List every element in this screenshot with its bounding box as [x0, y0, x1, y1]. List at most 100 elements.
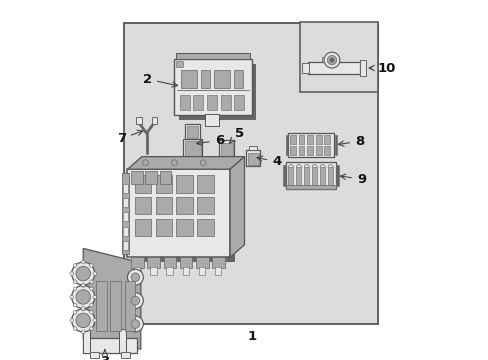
Bar [150, 267, 156, 275]
Bar [285, 135, 287, 155]
Bar [247, 153, 258, 165]
Circle shape [93, 295, 96, 299]
Bar [176, 219, 192, 236]
Bar [307, 62, 359, 74]
Bar [220, 143, 232, 159]
Circle shape [76, 290, 90, 304]
Bar [197, 197, 213, 214]
Circle shape [89, 264, 93, 267]
Circle shape [70, 295, 73, 299]
Bar [215, 267, 221, 275]
Bar [285, 162, 336, 189]
Bar [246, 150, 260, 166]
Bar [183, 139, 202, 162]
Bar [178, 64, 256, 120]
Bar [249, 146, 257, 150]
Circle shape [73, 310, 77, 314]
Bar [234, 95, 244, 110]
Bar [334, 135, 336, 155]
Bar [123, 23, 377, 324]
Text: 6: 6 [196, 134, 224, 147]
Circle shape [73, 280, 77, 284]
Circle shape [127, 316, 143, 332]
Circle shape [131, 273, 140, 282]
Bar [110, 281, 121, 331]
Bar [185, 124, 200, 139]
Bar [151, 117, 157, 124]
Bar [327, 167, 332, 187]
Bar [321, 57, 330, 62]
Circle shape [81, 307, 85, 310]
Bar [193, 95, 203, 110]
Circle shape [89, 310, 93, 314]
Circle shape [93, 319, 96, 322]
Bar [163, 257, 176, 268]
Bar [179, 257, 192, 268]
Bar [199, 267, 205, 275]
Bar [179, 95, 189, 110]
Bar [306, 146, 312, 155]
Bar [155, 219, 171, 236]
Bar [124, 281, 135, 331]
Bar [96, 281, 106, 331]
Bar [359, 60, 366, 76]
Bar [83, 329, 89, 353]
Bar [155, 197, 171, 214]
Circle shape [70, 319, 73, 322]
Circle shape [81, 283, 85, 287]
Text: 9: 9 [340, 172, 366, 186]
Circle shape [70, 272, 73, 275]
Bar [298, 146, 304, 155]
Bar [287, 133, 334, 157]
Text: 1: 1 [246, 330, 256, 343]
Bar [204, 114, 219, 126]
Circle shape [72, 309, 95, 332]
Text: 8: 8 [338, 135, 364, 148]
Bar [122, 227, 127, 236]
Bar [296, 167, 301, 187]
Text: 10: 10 [368, 62, 395, 75]
Polygon shape [230, 157, 244, 257]
Bar [298, 135, 304, 144]
Bar [122, 212, 127, 221]
Bar [121, 352, 130, 358]
Circle shape [76, 313, 90, 328]
Bar [176, 61, 183, 67]
Bar [136, 117, 141, 124]
Bar [233, 70, 242, 88]
Bar [131, 171, 142, 184]
Bar [131, 257, 143, 268]
Bar [283, 165, 285, 186]
Bar [90, 352, 99, 358]
Bar [221, 159, 232, 165]
Text: 3: 3 [100, 350, 109, 360]
Bar [213, 70, 230, 88]
Bar [166, 267, 172, 275]
Bar [132, 174, 235, 262]
Bar [187, 161, 197, 167]
Circle shape [329, 58, 333, 62]
Circle shape [72, 285, 95, 309]
Circle shape [73, 287, 77, 291]
Bar [176, 53, 249, 59]
Bar [127, 169, 230, 257]
Circle shape [76, 266, 90, 281]
Bar [176, 175, 192, 193]
Circle shape [200, 160, 205, 166]
Bar [83, 338, 137, 353]
Bar [289, 146, 295, 155]
Bar [304, 167, 309, 187]
Bar [134, 267, 140, 275]
Bar [311, 167, 317, 187]
Text: 7: 7 [117, 130, 142, 145]
Bar [324, 135, 329, 144]
Bar [186, 126, 198, 138]
Bar [145, 171, 157, 184]
Circle shape [142, 160, 148, 166]
Bar [288, 167, 293, 187]
Circle shape [93, 272, 96, 275]
Circle shape [81, 307, 85, 311]
Bar [182, 267, 189, 275]
Bar [196, 257, 208, 268]
Bar [219, 140, 234, 160]
